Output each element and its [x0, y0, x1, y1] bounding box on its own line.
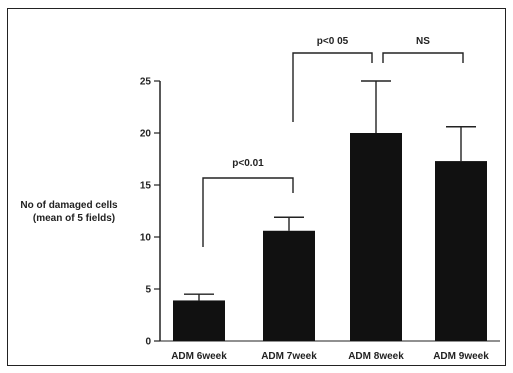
significance-label: p<0.01 [232, 158, 264, 169]
chart-frame [7, 8, 506, 366]
y-axis-label-line1: No of damaged cells [20, 200, 118, 211]
x-tick-label: ADM 8week [348, 351, 404, 362]
y-tick-label: 0 [145, 337, 151, 348]
significance-annotations: p<0.01 p<0 05 NS [202, 36, 464, 247]
significance-label: p<0 05 [317, 36, 349, 47]
bar [435, 161, 487, 341]
bar [173, 300, 225, 341]
bars [173, 80, 487, 341]
y-tick-label: 15 [140, 181, 152, 192]
y-tick-label: 10 [140, 233, 152, 244]
y-axis-label-line2: (mean of 5 fields) [33, 213, 115, 224]
significance-label: NS [416, 36, 430, 47]
significance-bracket [292, 52, 373, 122]
bar [350, 133, 402, 341]
x-axis-labels: ADM 6week ADM 7week ADM 8week ADM 9week [171, 351, 489, 362]
y-tick-label: 5 [145, 285, 151, 296]
significance-bracket [382, 52, 464, 63]
x-tick-label: ADM 9week [433, 351, 489, 362]
y-tick-label: 25 [140, 77, 152, 88]
bar [263, 230, 315, 341]
significance-bracket [202, 177, 294, 247]
x-tick-label: ADM 7week [261, 351, 317, 362]
y-tick-label: 20 [140, 129, 152, 140]
x-tick-label: ADM 6week [171, 351, 227, 362]
